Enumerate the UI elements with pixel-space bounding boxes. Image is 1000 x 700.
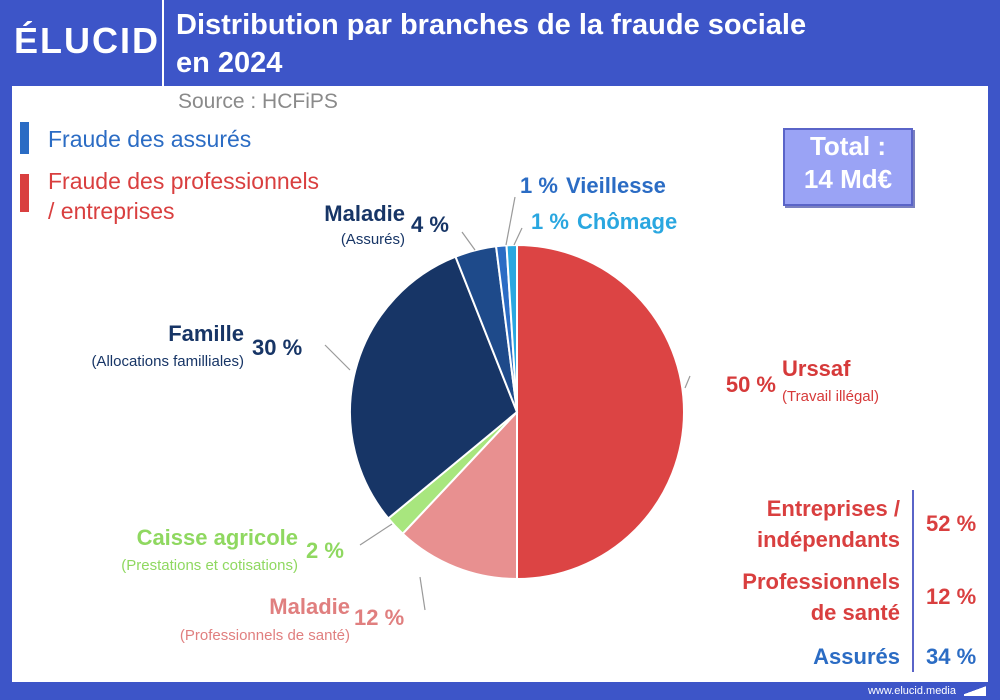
legend-swatch-pro bbox=[20, 174, 29, 212]
slice-percent-maladie-assures: 4 % bbox=[411, 212, 449, 237]
pie-slice-urssaf bbox=[516, 243, 685, 581]
slice-name-maladie-assures: Maladie bbox=[324, 201, 405, 226]
total-label: Total : bbox=[809, 131, 887, 161]
summary-value-pro-sante: 12 % bbox=[926, 584, 976, 609]
slice-name-vieillesse: Vieillesse bbox=[566, 173, 666, 198]
pie-slice-famille bbox=[348, 255, 519, 520]
source-note: Source : HCFiPS bbox=[178, 90, 338, 113]
slice-labels: Urssaf (Travail illégal) 50 % Maladie (Profe… bbox=[91, 173, 879, 644]
slice-name-urssaf: Urssaf bbox=[782, 356, 851, 381]
leader-line-urssaf bbox=[684, 375, 691, 389]
slice-percent-chomage: 1 % bbox=[531, 209, 569, 234]
slice-sub-urssaf: (Travail illégal) bbox=[782, 388, 879, 405]
footer-logo-mark bbox=[964, 686, 986, 696]
title-line-2: en 2024 bbox=[176, 47, 283, 79]
summary-block: Entreprises / indépendants 52 % Professi… bbox=[742, 496, 976, 669]
summary-label-entreprises-line1: Entreprises / bbox=[767, 496, 900, 521]
pie-slice-maladie-pro bbox=[401, 409, 518, 581]
slice-name-maladie-pro: Maladie bbox=[269, 594, 350, 619]
title-line-1: Distribution par branches de la fraude s… bbox=[176, 9, 807, 41]
slice-percent-vieillesse: 1 % bbox=[520, 173, 558, 198]
summary-label-entreprises-line2: indépendants bbox=[757, 527, 900, 552]
slice-sub-maladie-pro: (Professionnels de santé) bbox=[180, 627, 350, 644]
leader-line-maladie-assures bbox=[461, 231, 476, 251]
slice-name-caisse-agricole: Caisse agricole bbox=[137, 525, 298, 550]
slice-percent-famille: 30 % bbox=[252, 335, 302, 360]
legend-label-assures: Fraude des assurés bbox=[48, 126, 251, 152]
slice-percent-maladie-pro: 12 % bbox=[354, 605, 404, 630]
leader-line-chomage bbox=[513, 227, 523, 246]
total-box: Total : 14 Md€ bbox=[783, 128, 913, 206]
slice-name-famille: Famille bbox=[168, 321, 244, 346]
legend-label-pro-line2: / entreprises bbox=[48, 198, 175, 224]
total-value: 14 Md€ bbox=[803, 164, 893, 194]
slice-percent-urssaf: 50 % bbox=[726, 372, 776, 397]
header-divider bbox=[162, 0, 164, 86]
footer-url: www.elucid.media bbox=[867, 685, 956, 697]
summary-label-assures: Assurés bbox=[813, 644, 900, 669]
legend-swatch-assures bbox=[20, 122, 29, 154]
legend-label-pro-line1: Fraude des professionnels bbox=[48, 168, 319, 194]
leader-line-famille bbox=[324, 344, 351, 371]
leader-line-vieillesse bbox=[505, 196, 516, 246]
summary-value-entreprises: 52 % bbox=[926, 511, 976, 536]
chart-title: Distribution par branches de la fraude s… bbox=[176, 6, 976, 82]
brand-logo: ÉLUCID bbox=[14, 20, 160, 61]
pie-slices bbox=[348, 243, 685, 581]
slice-sub-famille: (Allocations familliales) bbox=[91, 353, 244, 370]
slice-sub-maladie-assures: (Assurés) bbox=[341, 231, 405, 248]
slice-sub-caisse-agricole: (Prestations et cotisations) bbox=[121, 557, 298, 574]
leader-line-caisse-agricole bbox=[359, 523, 393, 546]
summary-label-pro-sante-line1: Professionnels bbox=[742, 569, 900, 594]
leader-lines bbox=[324, 196, 691, 611]
pie-slice-chomage bbox=[505, 243, 518, 413]
slice-name-chomage: Chômage bbox=[577, 209, 677, 234]
summary-label-pro-sante-line2: de santé bbox=[811, 600, 900, 625]
summary-value-assures: 34 % bbox=[926, 644, 976, 669]
leader-line-maladie-pro bbox=[419, 576, 426, 611]
slice-percent-caisse-agricole: 2 % bbox=[306, 538, 344, 563]
